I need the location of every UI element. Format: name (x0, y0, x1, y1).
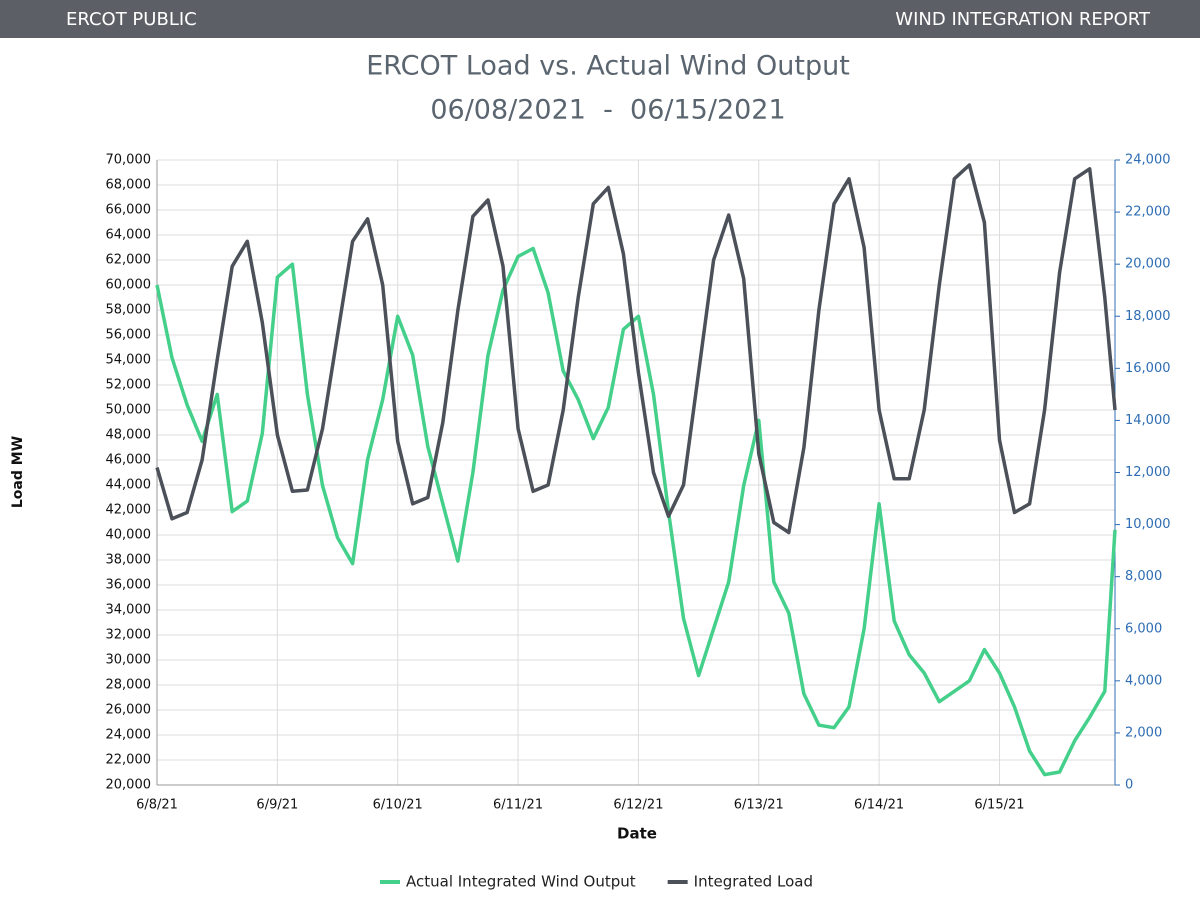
header-bar (0, 0, 1200, 38)
y-tick-label: 24,000 (106, 728, 152, 743)
y-tick-label: 64,000 (106, 228, 152, 243)
y-tick-label: 20,000 (106, 778, 152, 793)
y-tick-label: 50,000 (106, 403, 152, 418)
x-tick-label: 6/10/21 (373, 798, 423, 813)
y2-tick-label: 22,000 (1125, 205, 1171, 220)
y2-tick-label: 4,000 (1125, 673, 1162, 688)
x-tick-label: 6/15/21 (974, 798, 1024, 813)
y2-tick-label: 24,000 (1125, 153, 1171, 168)
y2-tick-label: 16,000 (1125, 361, 1171, 376)
series-line (155, 163, 1117, 535)
y-tick-label: 48,000 (106, 428, 152, 443)
y-tick-label: 68,000 (106, 178, 152, 193)
y-tick-label: 44,000 (106, 478, 152, 493)
y-tick-label: 28,000 (106, 678, 152, 693)
y-tick-label: 66,000 (106, 203, 152, 218)
y-tick-label: 58,000 (106, 303, 152, 318)
y2-tick-label: 6,000 (1125, 621, 1162, 636)
y-tick-label: 52,000 (106, 378, 152, 393)
y-tick-label: 62,000 (106, 253, 152, 268)
y-tick-label: 60,000 (106, 278, 152, 293)
y2-tick-label: 20,000 (1125, 257, 1171, 272)
y2-tick-label: 2,000 (1125, 725, 1162, 740)
header-left: ERCOT PUBLIC (66, 9, 197, 30)
y2-tick-label: 0 (1125, 778, 1133, 793)
y-tick-label: 30,000 (106, 653, 152, 668)
y-tick-label: 34,000 (106, 603, 152, 618)
y2-tick-label: 10,000 (1125, 517, 1171, 532)
x-tick-label: 6/9/21 (256, 798, 298, 813)
y-tick-label: 42,000 (106, 503, 152, 518)
x-tick-label: 6/14/21 (854, 798, 904, 813)
y-tick-label: 32,000 (106, 628, 152, 643)
y-tick-label: 70,000 (106, 153, 152, 168)
y-tick-label: 38,000 (106, 553, 152, 568)
y-tick-label: 26,000 (106, 703, 152, 718)
y-tick-label: 22,000 (106, 753, 152, 768)
chart-title: ERCOT Load vs. Actual Wind Output (366, 51, 850, 82)
header-right: WIND INTEGRATION REPORT (895, 9, 1151, 30)
x-axis-title: Date (617, 825, 657, 843)
y-tick-label: 36,000 (106, 578, 152, 593)
y2-tick-label: 8,000 (1125, 569, 1162, 584)
legend-label: Integrated Load (694, 873, 813, 891)
legend-label: Actual Integrated Wind Output (406, 873, 636, 891)
chart-subtitle: 06/08/2021 - 06/15/2021 (430, 95, 785, 126)
y-tick-label: 40,000 (106, 528, 152, 543)
y-tick-label: 56,000 (106, 328, 152, 343)
y-tick-label: 46,000 (106, 453, 152, 468)
y2-tick-label: 18,000 (1125, 309, 1171, 324)
x-tick-label: 6/12/21 (613, 798, 663, 813)
x-tick-label: 6/13/21 (734, 798, 784, 813)
x-tick-label: 6/11/21 (493, 798, 543, 813)
y-tick-label: 54,000 (106, 353, 152, 368)
series-line (155, 246, 1117, 777)
x-tick-label: 6/8/21 (136, 798, 178, 813)
y-axis-title: Load MW (10, 436, 26, 508)
y2-tick-label: 14,000 (1125, 413, 1171, 428)
y2-tick-label: 12,000 (1125, 465, 1171, 480)
